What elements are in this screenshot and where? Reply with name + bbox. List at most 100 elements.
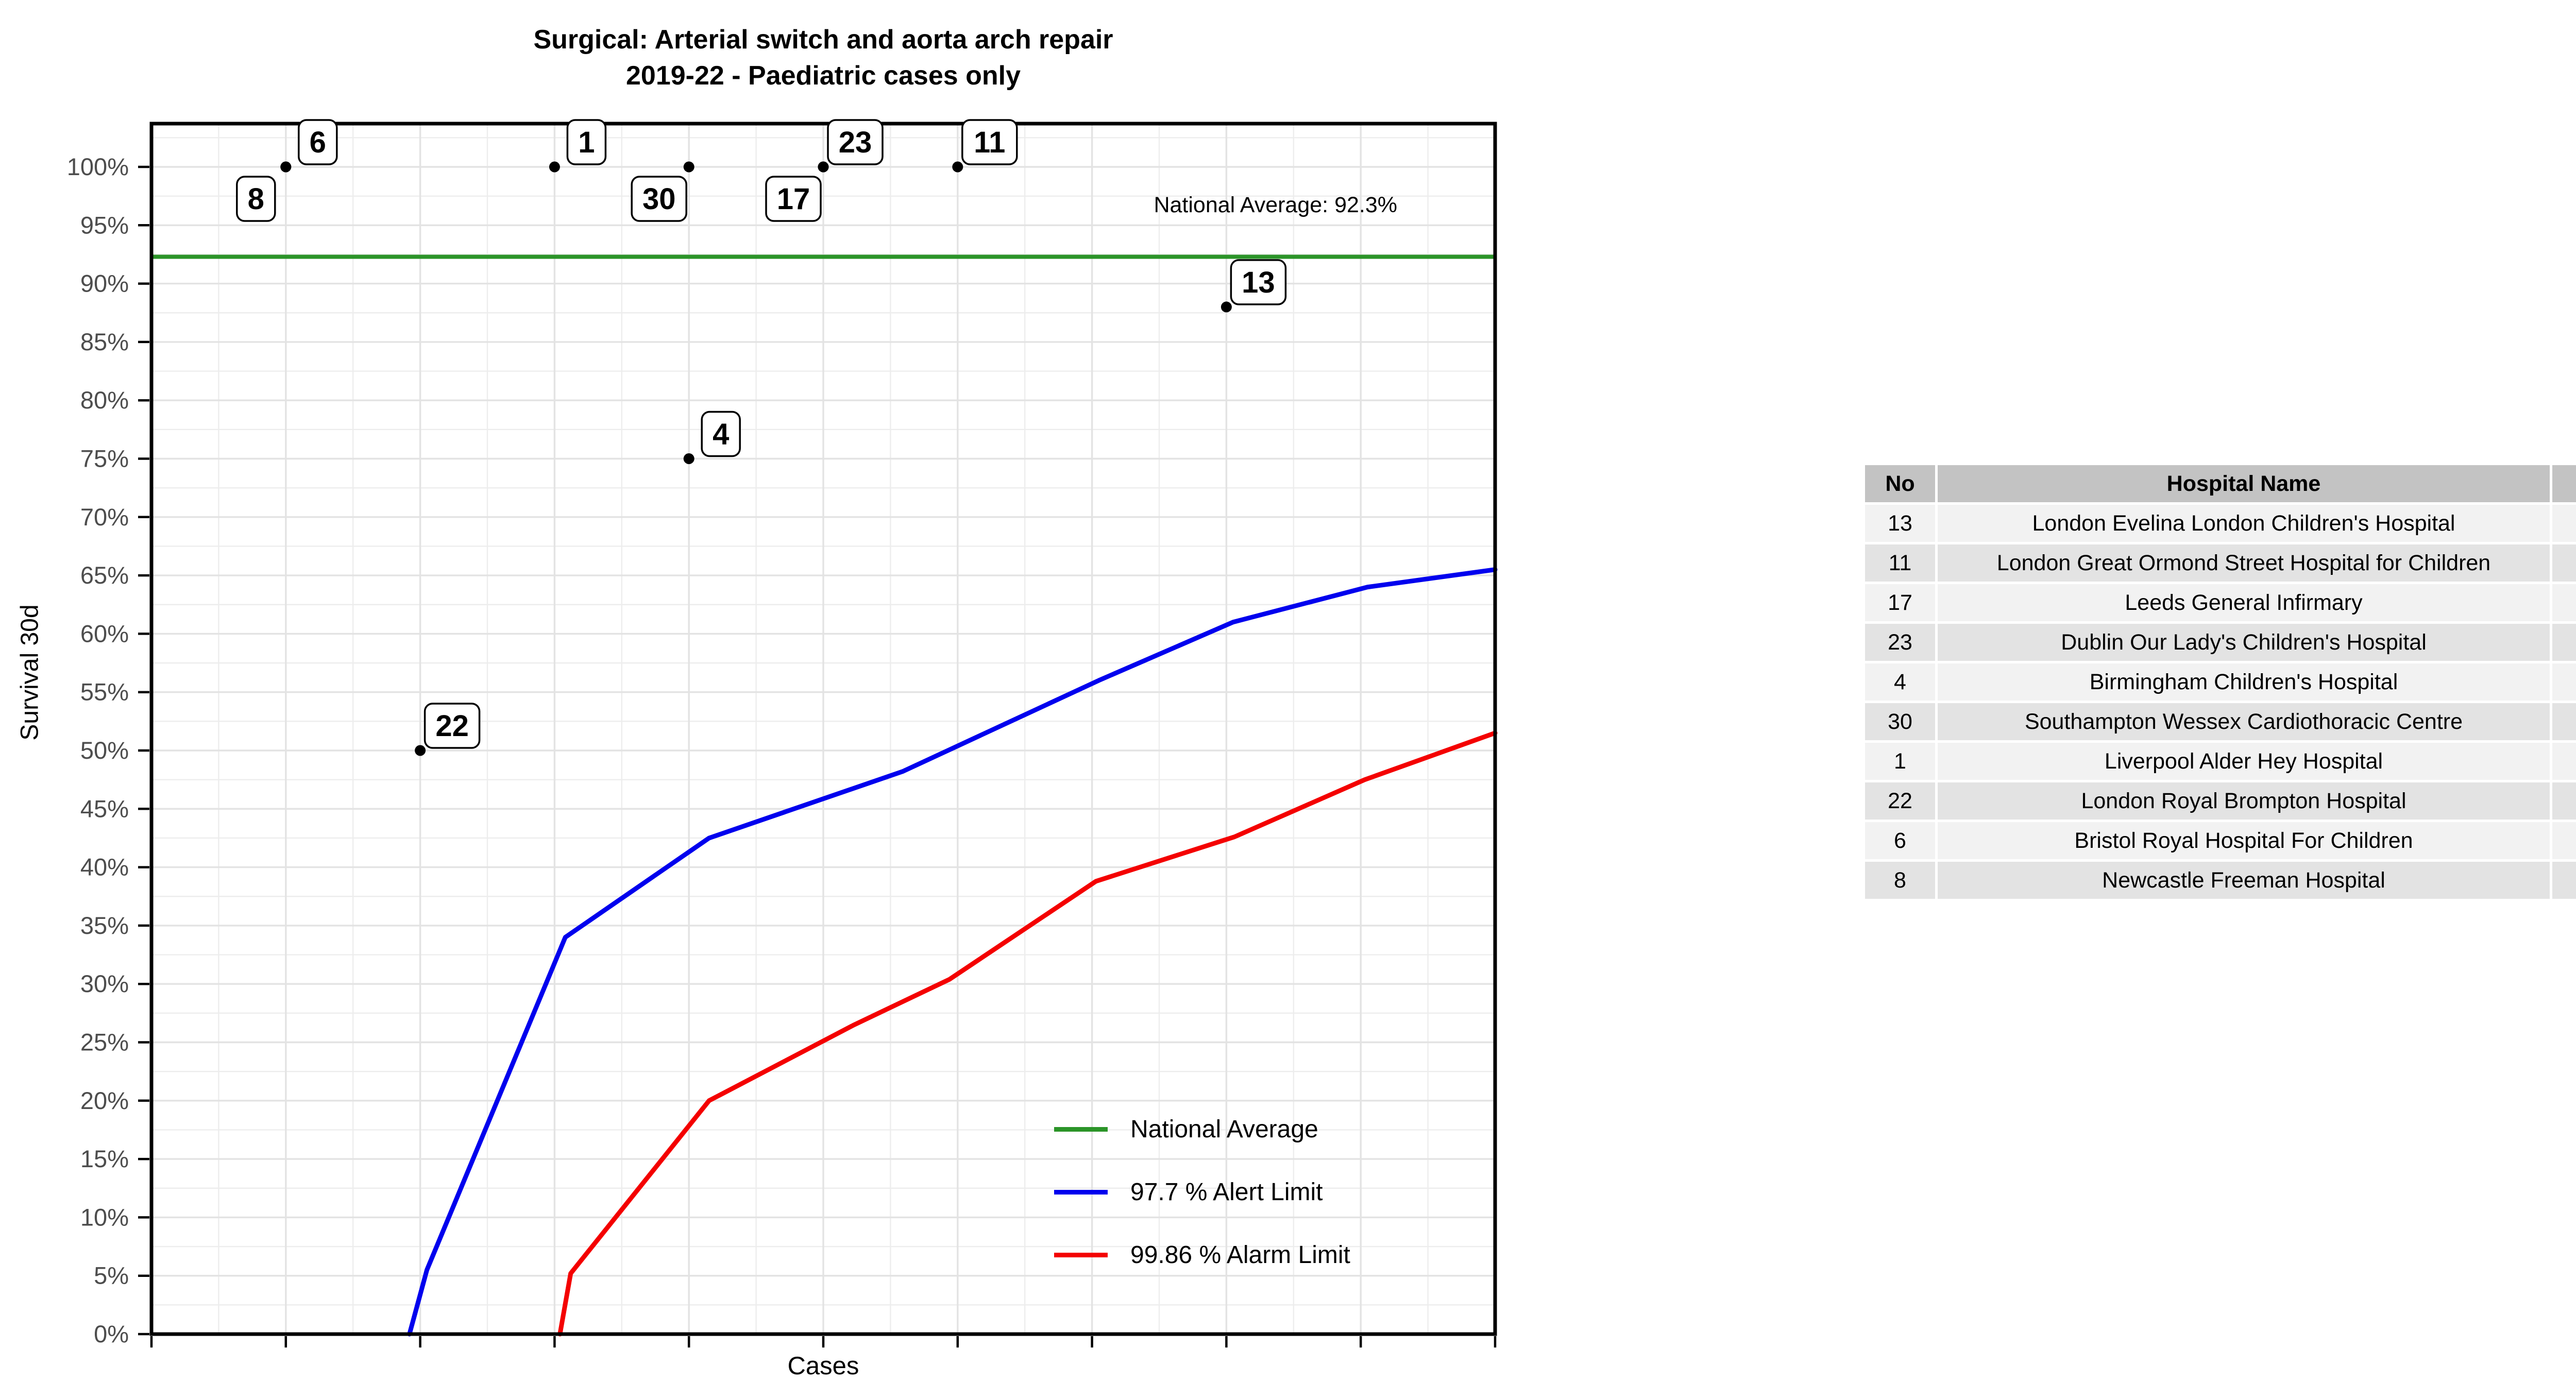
- data-point-label: 8: [248, 182, 264, 216]
- data-point-label: 30: [642, 182, 676, 216]
- data-point-label: 4: [713, 418, 729, 451]
- national-average-annotation: National Average: 92.3%: [1154, 193, 1397, 217]
- y-axis-tick-label: 40%: [80, 854, 129, 881]
- y-axis-tick-label: 0%: [94, 1320, 129, 1347]
- legend-item-alert-limit: 97.7 % Alert Limit: [1054, 1176, 1350, 1207]
- legend-label: 97.7 % Alert Limit: [1130, 1178, 1323, 1206]
- data-point-label-box: [298, 119, 338, 165]
- data-point-label: 22: [435, 709, 469, 743]
- data-point-label-box: [961, 119, 1018, 165]
- cell-hospital: London Royal Brompton Hospital: [1938, 782, 2550, 820]
- cell-no: 1: [1865, 743, 1935, 780]
- data-point-label: 17: [777, 182, 810, 216]
- y-axis-title: Survival 30d: [16, 604, 44, 741]
- y-axis-tick-label: 85%: [80, 328, 129, 355]
- y-axis-tick-label: 80%: [80, 386, 129, 414]
- col-header-no: No: [1865, 465, 1935, 502]
- cell-survival: 100%: [2552, 862, 2576, 899]
- cell-survival: 100%: [2552, 544, 2576, 582]
- data-point-dot: [683, 161, 694, 173]
- table-row: 13 London Evelina London Children's Hospi…: [1865, 505, 2576, 542]
- data-point-label: 1: [578, 126, 595, 159]
- cell-survival: 100%: [2552, 624, 2576, 661]
- y-axis-tick-label: 50%: [80, 737, 129, 764]
- cell-survival: 100%: [2552, 822, 2576, 859]
- data-point-label: 23: [839, 126, 872, 159]
- y-axis-tick-label: 70%: [80, 503, 129, 531]
- cell-no: 22: [1865, 782, 1935, 820]
- cell-no: 11: [1865, 544, 1935, 582]
- alert-limit-line-swatch: [1054, 1189, 1108, 1195]
- y-axis-tick-label: 30%: [80, 970, 129, 997]
- chart-title: Surgical: Arterial switch and aorta arch…: [151, 22, 1495, 94]
- data-point-label-box: [236, 176, 276, 222]
- data-point-dot: [415, 745, 426, 756]
- y-axis-tick-label: 25%: [80, 1029, 129, 1056]
- cell-survival: 100%: [2552, 703, 2576, 740]
- cell-survival: 50%: [2552, 782, 2576, 820]
- table-row: 11 London Great Ormond Street Hospital fo…: [1865, 544, 2576, 582]
- data-point-label-box: [631, 176, 687, 222]
- plot-border: [149, 122, 1497, 1336]
- data-point-label: 13: [1242, 266, 1275, 299]
- data-point-dot: [1221, 301, 1232, 313]
- legend-item-national-average: National Average: [1054, 1114, 1350, 1145]
- y-axis-tick-label: 60%: [80, 620, 129, 647]
- cell-hospital: Leeds General Infirmary: [1938, 584, 2550, 621]
- chart-legend: National Average 97.7 % Alert Limit 99.8…: [1054, 1114, 1350, 1302]
- data-point-dot: [549, 161, 560, 173]
- data-point-label: 11: [974, 126, 1005, 159]
- cell-survival: 88%: [2552, 505, 2576, 542]
- cell-hospital: London Great Ormond Street Hospital for …: [1938, 544, 2550, 582]
- data-point-label-box: [765, 176, 822, 222]
- cell-no: 23: [1865, 624, 1935, 661]
- y-axis-tick-label: 5%: [94, 1262, 129, 1289]
- x-axis-title: Cases: [787, 1352, 859, 1380]
- col-header-survival-30d: Survival 30d: [2552, 465, 2576, 502]
- cell-no: 30: [1865, 703, 1935, 740]
- cell-no: 4: [1865, 663, 1935, 701]
- chart-title-line1: Surgical: Arterial switch and aorta arch…: [533, 25, 1113, 55]
- y-axis-tick-label: 45%: [80, 795, 129, 822]
- legend-label: 99.86 % Alarm Limit: [1130, 1241, 1350, 1269]
- alert-limit-curve: [407, 567, 1498, 1337]
- data-point-label-box: [1230, 259, 1287, 305]
- national-average-line-swatch: [1054, 1127, 1108, 1132]
- data-point-dot: [818, 161, 829, 173]
- y-axis-tick-label: 10%: [80, 1203, 129, 1231]
- y-axis-tick-label: 75%: [80, 445, 129, 472]
- cell-hospital: London Evelina London Children's Hospita…: [1938, 505, 2550, 542]
- y-axis-tick-label: 90%: [80, 270, 129, 297]
- legend-item-alarm-limit: 99.86 % Alarm Limit: [1054, 1239, 1350, 1270]
- y-axis-tick-label: 15%: [80, 1145, 129, 1172]
- cell-hospital: Dublin Our Lady's Children's Hospital: [1938, 624, 2550, 661]
- cell-survival: 75%: [2552, 663, 2576, 701]
- y-axis-tick-label: 35%: [80, 912, 129, 939]
- data-point-dot: [280, 161, 292, 173]
- cell-survival: 100%: [2552, 743, 2576, 780]
- cell-no: 8: [1865, 862, 1935, 899]
- data-point-dot: [683, 453, 694, 464]
- data-point-label-box: [827, 119, 884, 165]
- y-axis-tick-label: 100%: [67, 153, 129, 180]
- legend-label: National Average: [1130, 1115, 1318, 1143]
- cell-hospital: Southampton Wessex Cardiothoracic Centre: [1938, 703, 2550, 740]
- cell-hospital: Newcastle Freeman Hospital: [1938, 862, 2550, 899]
- col-header-hospital-name: Hospital Name: [1938, 465, 2550, 502]
- cell-hospital: Birmingham Children's Hospital: [1938, 663, 2550, 701]
- y-axis-tick-label: 65%: [80, 561, 129, 589]
- cell-survival: 100%: [2552, 584, 2576, 621]
- y-axis-tick-label: 95%: [80, 211, 129, 238]
- y-axis-tick-label: 55%: [80, 678, 129, 706]
- table-row: 30 Southampton Wessex Cardiothoracic Cent…: [1865, 703, 2576, 740]
